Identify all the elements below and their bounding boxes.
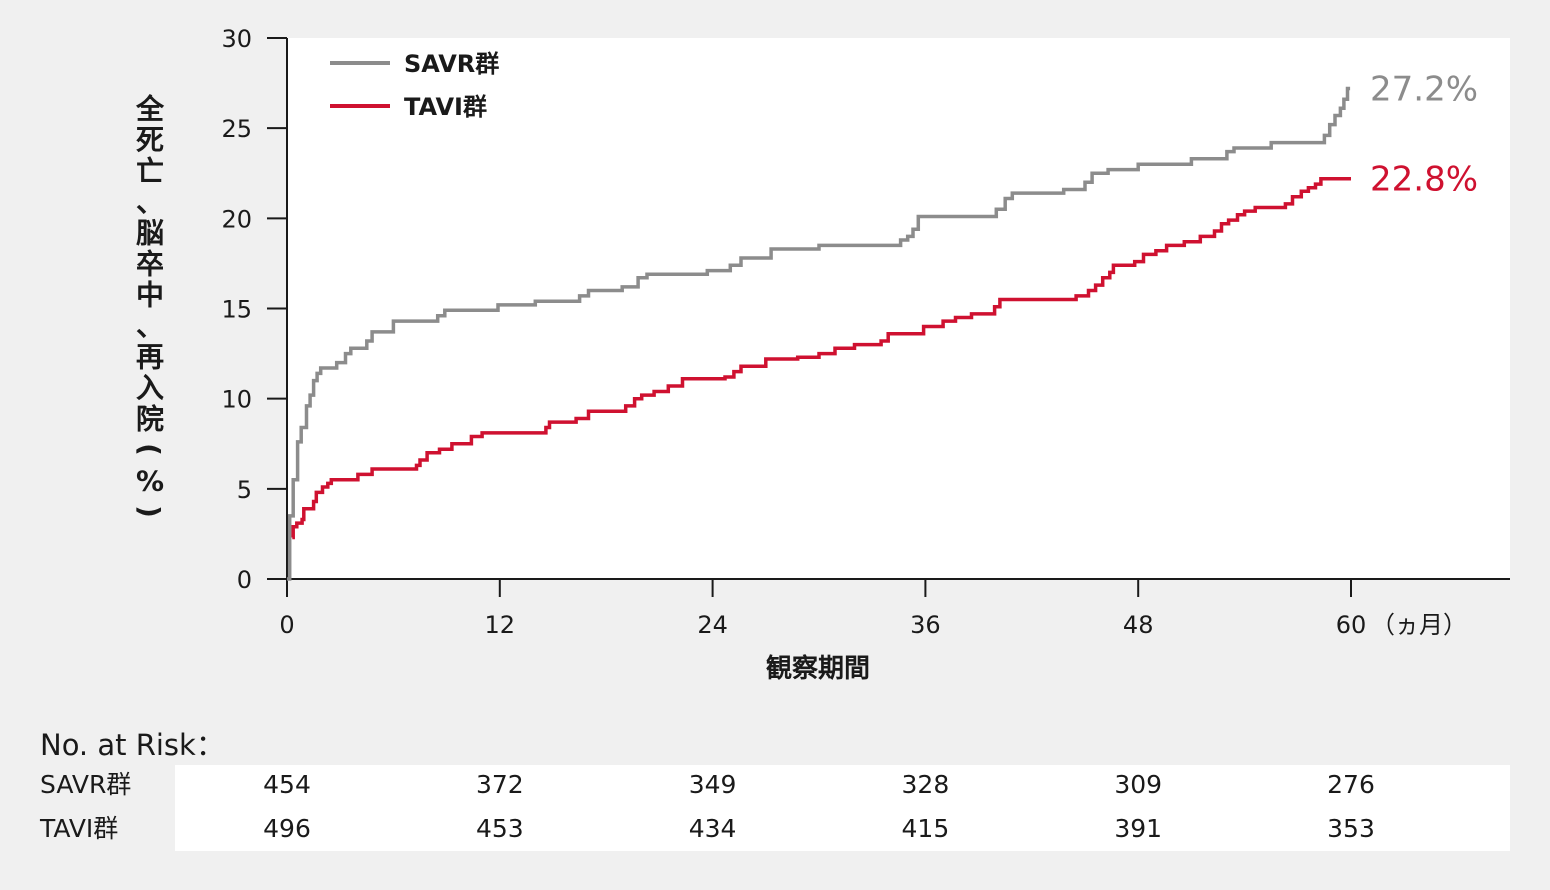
risk-cell: 372 — [475, 770, 524, 799]
end-label-0: 27.2% — [1370, 69, 1478, 109]
series-lines — [287, 86, 1351, 581]
y-axis-label: 全死亡、脳卒中、再入院(%) — [133, 93, 166, 518]
y-tick-label: 5 — [237, 476, 252, 504]
y-label-char: 、 — [136, 310, 164, 343]
legend-label-1: TAVI群 — [404, 93, 487, 121]
x-tick-label: 48 — [1123, 611, 1154, 639]
x-tick-label: 12 — [485, 611, 516, 639]
y-label-char: 院 — [136, 403, 164, 436]
end-labels: 27.2% 22.8% — [1370, 69, 1478, 199]
risk-cell: 276 — [1327, 770, 1375, 799]
y-label-char: 全 — [135, 93, 165, 126]
x-tick-label: 24 — [697, 611, 728, 639]
risk-cell: 353 — [1327, 814, 1375, 843]
y-label-char: 亡 — [136, 155, 164, 188]
legend: SAVR群 TAVI群 — [330, 50, 499, 121]
risk-cell: 453 — [475, 814, 524, 843]
risk-cell: 391 — [1114, 814, 1163, 843]
y-tick-label: 10 — [221, 386, 252, 414]
kaplan-meier-chart: 0 5 10 15 20 25 30 0 12 24 36 48 60 （ヵ月） SAVR群 TAVI群 2… — [133, 25, 1510, 684]
risk-cell: 415 — [901, 814, 950, 843]
end-label-1: 22.8% — [1370, 160, 1478, 200]
y-label-char: 、 — [136, 186, 164, 219]
risk-cell: 496 — [263, 814, 311, 843]
y-label-char: ( — [133, 443, 166, 456]
series-line-0 — [287, 86, 1351, 581]
risk-cell: 349 — [688, 770, 737, 799]
axes: 0 5 10 15 20 25 30 0 12 24 36 48 60 （ヵ月） — [221, 25, 1510, 639]
y-tick-label: 0 — [237, 566, 252, 594]
y-label-char: 脳 — [136, 217, 164, 250]
risk-cell: 309 — [1114, 770, 1163, 799]
y-label-char: 再 — [136, 341, 164, 374]
x-tick-label: 36 — [910, 611, 941, 639]
risk-cell: 434 — [688, 814, 737, 843]
series-line-1 — [291, 176, 1351, 540]
x-tick-label: 0 — [279, 611, 294, 639]
x-unit-label: （ヵ月） — [1371, 611, 1467, 639]
y-label-char: 入 — [136, 372, 164, 405]
y-label-char: 中 — [136, 279, 164, 312]
legend-label-0: SAVR群 — [404, 50, 499, 78]
y-tick-label: 20 — [221, 205, 252, 233]
risk-row-label: TAVI群 — [40, 814, 119, 843]
y-label-char: ) — [133, 505, 166, 518]
plot-area — [287, 38, 1510, 579]
risk-table-background — [175, 765, 1510, 851]
risk-cell: 328 — [901, 770, 950, 799]
y-tick-label: 30 — [221, 25, 252, 53]
y-label-char: 死 — [136, 124, 164, 157]
x-axis-label: 観察期間 — [766, 653, 870, 684]
risk-cell: 454 — [263, 770, 311, 799]
y-label-char: % — [136, 465, 164, 498]
y-tick-label: 15 — [221, 296, 252, 324]
x-tick-label: 60 — [1336, 611, 1367, 639]
risk-table-title: No. at Risk： — [40, 728, 225, 762]
y-label-char: 卒 — [136, 248, 164, 281]
y-tick-label: 25 — [221, 115, 252, 143]
risk-row-label: SAVR群 — [40, 770, 132, 799]
